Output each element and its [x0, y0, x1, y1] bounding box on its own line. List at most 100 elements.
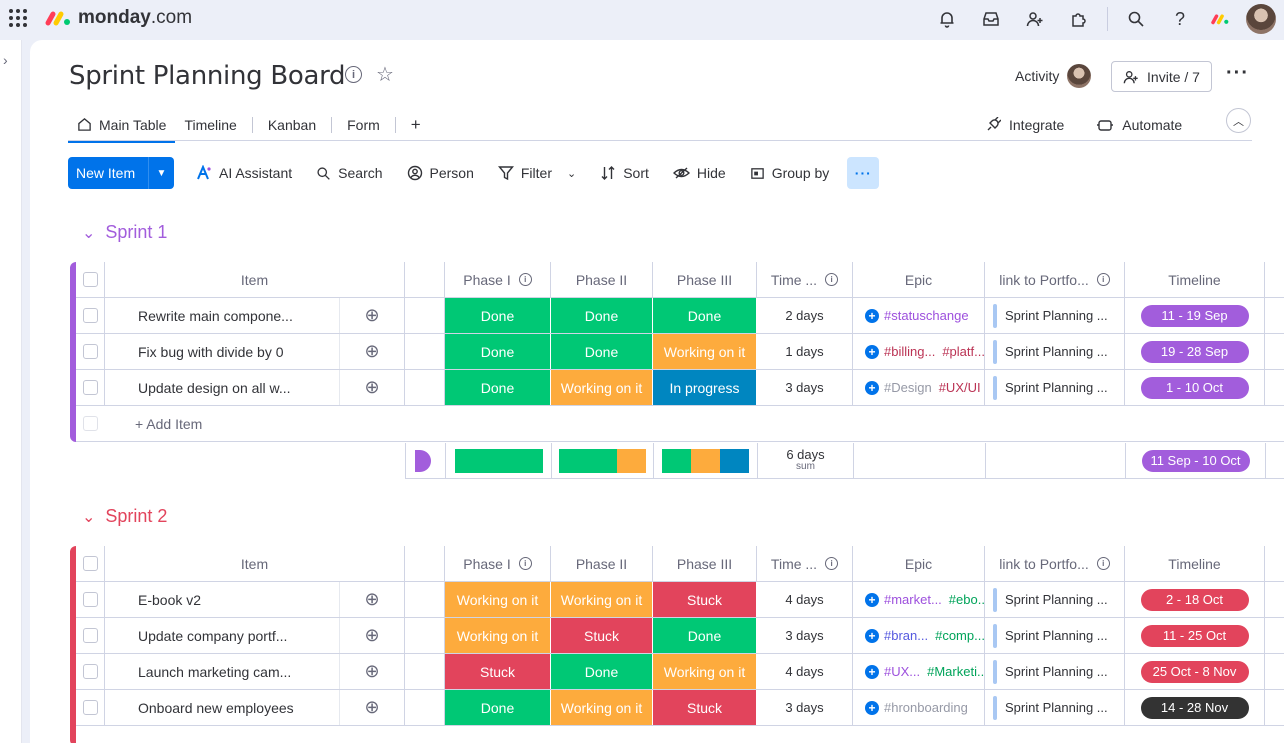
row-checkbox[interactable] — [82, 344, 98, 359]
select-all-checkbox[interactable] — [82, 556, 98, 571]
status-cell[interactable]: Working on it — [551, 370, 653, 405]
epic-tag[interactable]: #UX/UI — [938, 380, 981, 395]
epic-tag[interactable]: #statuschange — [884, 308, 969, 323]
time-cell[interactable]: 3 days — [757, 690, 853, 725]
person-cell[interactable] — [1265, 298, 1284, 333]
timeline-pill[interactable]: 14 - 28 Nov — [1140, 696, 1249, 719]
ai-assistant-button[interactable]: AI Assistant — [184, 157, 304, 189]
column-header-phase3[interactable]: Phase III — [653, 262, 757, 297]
status-summary-cell[interactable] — [654, 443, 758, 478]
activity-button[interactable]: Activity — [1015, 64, 1092, 88]
column-header-phase1[interactable]: Phase I i — [445, 262, 551, 297]
group-by-button[interactable]: Group by — [738, 157, 842, 189]
item-name[interactable]: Update design on all w... — [138, 379, 291, 396]
board-info-icon[interactable]: i — [345, 66, 362, 83]
column-header-phase1[interactable]: Phase I i — [445, 546, 551, 581]
item-name-cell[interactable]: Onboard new employees — [105, 690, 340, 725]
epic-cell[interactable]: + #statuschange — [853, 298, 985, 333]
column-info-icon[interactable]: i — [518, 273, 532, 286]
table-row[interactable]: Launch marketing cam... ⊕ Stuck Done Working… — [76, 654, 1284, 690]
time-cell[interactable]: 3 days — [757, 370, 853, 405]
timeline-cell[interactable]: 14 - 28 Nov — [1125, 690, 1265, 725]
status-cell[interactable]: Done — [445, 298, 551, 333]
epic-tag[interactable]: #market... — [884, 592, 942, 607]
group-collapse-chevron-icon[interactable]: ⌄ — [82, 508, 96, 526]
item-name-cell[interactable]: E-book v2 — [105, 582, 340, 617]
epic-tag[interactable]: #Marketi... — [927, 664, 985, 679]
epic-tag[interactable]: #comp... — [935, 628, 985, 643]
person-cell[interactable] — [1265, 334, 1284, 369]
add-tag-icon[interactable]: + — [865, 628, 879, 643]
epic-cell[interactable]: + #Design #UX/UI — [853, 370, 985, 405]
status-cell[interactable]: Working on it — [551, 690, 653, 725]
epic-tag[interactable]: #bran... — [884, 628, 929, 643]
person-cell[interactable] — [1265, 618, 1284, 653]
timeline-cell[interactable]: 25 Oct - 8 Nov — [1125, 654, 1265, 689]
tab-main-table[interactable]: Main Table — [68, 108, 176, 143]
table-row[interactable]: Rewrite main compone... ⊕ Done Done Done 2 da… — [76, 298, 1284, 334]
column-header-time[interactable]: Time ... i — [757, 262, 853, 297]
hide-columns-button[interactable]: Hide — [661, 157, 738, 189]
timeline-pill[interactable]: 2 - 18 Oct — [1140, 588, 1249, 611]
time-cell[interactable]: 3 days — [757, 618, 853, 653]
status-cell[interactable]: Working on it — [653, 654, 757, 689]
search-button[interactable]: Search — [304, 157, 394, 189]
column-header-epic[interactable]: Epic — [853, 262, 985, 297]
group-title-1[interactable]: ⌄ Sprint 1 — [82, 222, 167, 243]
table-row[interactable]: Update company portf... ⊕ Working on it Stu… — [76, 618, 1284, 654]
timeline-pill[interactable]: 1 - 10 Oct — [1140, 376, 1249, 399]
person-cell[interactable] — [1265, 654, 1284, 689]
status-cell[interactable]: Done — [653, 618, 757, 653]
add-tag-icon[interactable]: + — [865, 664, 879, 679]
timeline-cell[interactable]: 19 - 28 Sep — [1125, 334, 1265, 369]
status-cell[interactable]: Stuck — [653, 582, 757, 617]
user-avatar[interactable] — [1238, 0, 1284, 38]
item-name-cell[interactable]: Update company portf... — [105, 618, 340, 653]
column-header-link[interactable]: link to Portfo... i — [985, 546, 1125, 581]
status-cell[interactable]: Stuck — [445, 654, 551, 689]
group-name[interactable]: Sprint 2 — [105, 506, 168, 526]
time-cell[interactable]: 1 days — [757, 334, 853, 369]
timeline-cell[interactable]: 2 - 18 Oct — [1125, 582, 1265, 617]
column-info-icon[interactable]: i — [1096, 273, 1110, 286]
linked-board-name[interactable]: Sprint Planning ... — [1005, 628, 1108, 643]
epic-cell[interactable]: + #market... #ebo... — [853, 582, 985, 617]
add-item-row[interactable]: + Add Item — [76, 406, 1284, 442]
time-cell[interactable]: 4 days — [757, 654, 853, 689]
invite-members-icon[interactable] — [1013, 0, 1057, 38]
integrate-button[interactable]: Integrate — [985, 117, 1064, 133]
add-tag-icon[interactable]: + — [865, 592, 879, 607]
column-header-phase2[interactable]: Phase II — [551, 262, 653, 297]
conversation-cell[interactable]: ⊕ — [340, 690, 405, 725]
linked-board-name[interactable]: Sprint Planning ... — [1005, 308, 1108, 323]
column-header-link[interactable]: link to Portfo... i — [985, 262, 1125, 297]
column-header-item[interactable]: Item — [105, 262, 405, 297]
item-name[interactable]: Update company portf... — [138, 627, 288, 644]
conversation-cell[interactable]: ⊕ — [340, 654, 405, 689]
timeline-pill[interactable]: 25 Oct - 8 Nov — [1140, 660, 1249, 683]
new-item-button[interactable]: New Item ▼ — [68, 157, 174, 189]
column-header-time[interactable]: Time ... i — [757, 546, 853, 581]
item-name-cell[interactable]: Launch marketing cam... — [105, 654, 340, 689]
toolbar-more-icon[interactable]: ··· — [847, 157, 880, 189]
status-cell[interactable]: Working on it — [445, 582, 551, 617]
status-cell[interactable]: Done — [653, 298, 757, 333]
add-tag-icon[interactable]: + — [865, 308, 879, 323]
status-cell[interactable]: Done — [445, 690, 551, 725]
link-cell[interactable]: Sprint Planning ... — [985, 298, 1125, 333]
add-view-button[interactable]: + — [402, 108, 430, 141]
status-cell[interactable]: Done — [551, 334, 653, 369]
time-cell[interactable]: 4 days — [757, 582, 853, 617]
add-tag-icon[interactable]: + — [865, 380, 879, 395]
sort-button[interactable]: Sort — [588, 157, 661, 189]
status-cell[interactable]: Done — [445, 334, 551, 369]
link-cell[interactable]: Sprint Planning ... — [985, 618, 1125, 653]
column-header-phase2[interactable]: Phase II — [551, 546, 653, 581]
epic-tag[interactable]: #hronboarding — [884, 700, 968, 715]
add-tag-icon[interactable]: + — [865, 344, 879, 359]
invite-button[interactable]: Invite / 7 — [1111, 61, 1212, 92]
column-info-icon[interactable]: i — [825, 273, 839, 286]
item-name-cell[interactable]: Rewrite main compone... — [105, 298, 340, 333]
item-name[interactable]: Rewrite main compone... — [138, 307, 293, 324]
status-cell[interactable]: In progress — [653, 370, 757, 405]
